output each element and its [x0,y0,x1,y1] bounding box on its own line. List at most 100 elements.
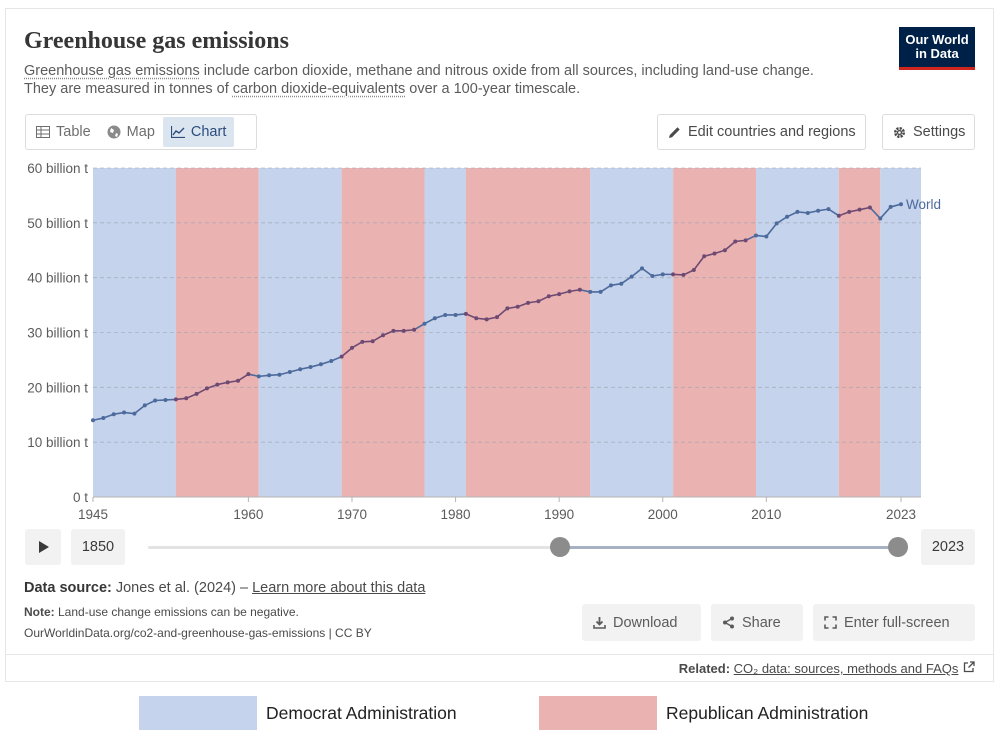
data-point-2018 [847,209,852,214]
data-point-1951 [153,398,158,403]
download-button[interactable]: Download [582,604,701,641]
data-point-2017 [836,213,841,218]
data-point-1962 [267,373,272,378]
data-source: Data source: Jones et al. (2024) – Learn… [24,580,425,596]
edit-countries-label: Edit countries and regions [688,124,856,140]
data-point-1945 [91,418,95,423]
data-point-2012 [785,214,790,219]
y-tick-label: 10 billion t [27,435,88,450]
ghg-definition-link[interactable]: Greenhouse gas emissions [24,63,200,79]
subtitle-text-1: include carbon dioxide, methane and nitr… [199,63,814,79]
fullscreen-button[interactable]: Enter full-screen [813,604,975,641]
data-point-1975 [401,328,406,333]
page-title: Greenhouse gas emissions [24,28,289,54]
y-tick-label: 50 billion t [27,216,88,231]
data-point-2004 [702,254,707,259]
chart-url[interactable]: OurWorldinData.org/co2-and-greenhouse-ga… [24,626,372,640]
data-point-1957 [215,382,220,387]
tab-chart-label: Chart [190,124,227,140]
data-point-1969 [339,354,344,359]
data-point-2019 [857,207,862,212]
tab-table-label: Table [56,124,91,140]
line-chart-icon [170,125,185,139]
administration-band-democrat-1945 [93,168,176,497]
legend-label-democrat: Democrat Administration [266,703,457,723]
data-point-1984 [495,315,499,320]
data-point-1980 [453,312,458,317]
note-label: Note: [24,605,55,619]
data-point-1977 [422,321,427,326]
administration-band-republican-1953 [175,168,259,497]
data-point-1970 [349,345,354,350]
data-point-2021 [878,216,883,221]
tab-map[interactable]: Map [99,117,163,147]
data-point-1947 [111,412,116,417]
data-point-1972 [370,339,375,344]
data-point-1999 [650,274,655,279]
chart-note: Note: Land-use change emissions can be n… [24,605,299,619]
series-segment-1994 [599,284,612,293]
data-point-2016 [826,207,831,212]
data-point-1974 [391,328,396,333]
x-tick-label-2010: 2010 [751,507,781,522]
timeline-end-handle[interactable] [888,537,908,557]
data-point-2008 [743,238,748,243]
tab-table[interactable]: Table [28,117,99,147]
co2eq-definition-link[interactable]: carbon dioxide-equivalents [232,81,406,97]
subtitle-text-2: They are measured in tonnes of [24,81,233,97]
series-segment-2006 [724,240,737,252]
external-link-icon [962,660,976,674]
series-segment-1998 [641,267,654,277]
owid-logo[interactable]: Our World in Data [899,27,975,70]
x-tick-label-2000: 2000 [648,507,678,522]
view-tabs: Table Map Chart [25,114,257,150]
data-point-1954 [184,396,189,401]
settings-button[interactable]: Settings [882,114,976,150]
data-point-2007 [733,239,738,244]
download-label: Download [613,614,678,631]
data-point-1965 [298,367,303,372]
timeline-start-year[interactable]: 1850 [71,529,125,565]
data-point-2013 [795,209,800,214]
data-point-2002 [681,272,686,277]
related-faq-link[interactable]: CO₂ data: sources, methods and FAQs [733,661,959,676]
x-tick-label-1945: 1945 [78,507,108,522]
data-point-1958 [225,380,230,385]
note-text: Land-use change emissions can be negativ… [54,605,299,619]
data-point-1989 [546,294,551,299]
series-label-world: World [906,197,941,212]
data-point-2014 [805,210,810,215]
data-point-1997 [629,274,634,279]
series-segment-2021 [879,206,892,220]
timeline-selected-range [559,546,898,549]
share-label: Share [742,614,781,631]
legend-swatch-republican [539,696,657,730]
data-point-1992 [577,287,582,292]
y-tick-label: 0 t [73,490,88,505]
data-point-2000 [660,272,665,277]
data-point-2001 [671,272,676,277]
edit-countries-button[interactable]: Edit countries and regions [657,114,866,150]
data-point-1964 [287,369,292,374]
data-point-1990 [557,292,562,297]
x-tick-label-1980: 1980 [441,507,471,522]
timeline-end-year[interactable]: 2023 [921,529,975,565]
pencil-icon [667,125,681,139]
play-button[interactable] [25,529,61,565]
data-point-1953 [173,397,178,402]
data-point-1966 [308,365,313,370]
timeline-track[interactable] [148,546,900,549]
learn-more-link[interactable]: Learn more about this data [252,580,426,596]
share-icon [721,616,735,630]
data-point-1949 [132,411,137,416]
data-point-1979 [443,312,448,317]
timeline-start-handle[interactable] [550,537,570,557]
logo-line-2: in Data [915,46,959,61]
data-point-1991 [567,289,572,294]
tab-chart[interactable]: Chart [162,117,235,147]
series-segment-2016 [827,208,840,217]
data-point-1967 [318,362,323,367]
share-button[interactable]: Share [711,604,803,641]
emissions-chart: 0 t 10 billion t 20 billion t 30 billion t 4… [27,161,941,522]
data-point-1982 [474,316,479,321]
